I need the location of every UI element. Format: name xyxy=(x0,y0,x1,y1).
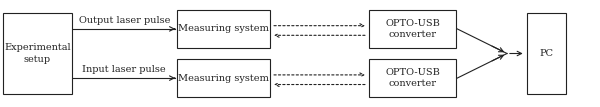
Text: Measuring system: Measuring system xyxy=(178,74,269,83)
Text: Experimental
setup: Experimental setup xyxy=(4,43,71,64)
Bar xyxy=(3,13,72,94)
Text: Measuring system: Measuring system xyxy=(178,24,269,33)
Text: Input laser pulse: Input laser pulse xyxy=(82,65,166,74)
Bar xyxy=(177,10,270,48)
Bar xyxy=(369,59,456,97)
Text: OPTO-USB
converter: OPTO-USB converter xyxy=(385,68,440,88)
Text: Output laser pulse: Output laser pulse xyxy=(79,16,170,25)
Bar xyxy=(527,13,566,94)
Bar xyxy=(177,59,270,97)
Text: OPTO-USB
converter: OPTO-USB converter xyxy=(385,19,440,39)
Text: PC: PC xyxy=(539,49,553,58)
Bar xyxy=(369,10,456,48)
